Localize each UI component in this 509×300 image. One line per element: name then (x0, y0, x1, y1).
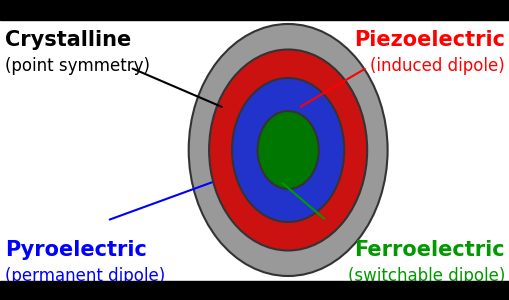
Text: (induced dipole): (induced dipole) (370, 57, 504, 75)
Ellipse shape (188, 24, 387, 276)
Ellipse shape (209, 50, 366, 250)
Ellipse shape (232, 78, 344, 222)
Text: (switchable dipole): (switchable dipole) (347, 267, 504, 285)
Text: Crystalline: Crystalline (5, 30, 131, 50)
Bar (0, 0, 509, 20)
Text: Pyroelectric: Pyroelectric (5, 240, 147, 260)
Ellipse shape (257, 111, 318, 189)
Bar (0, 280, 509, 300)
Text: (point symmetry): (point symmetry) (5, 57, 150, 75)
Text: Ferroelectric: Ferroelectric (354, 240, 504, 260)
Text: (permanent dipole): (permanent dipole) (5, 267, 165, 285)
Text: Piezoelectric: Piezoelectric (353, 30, 504, 50)
